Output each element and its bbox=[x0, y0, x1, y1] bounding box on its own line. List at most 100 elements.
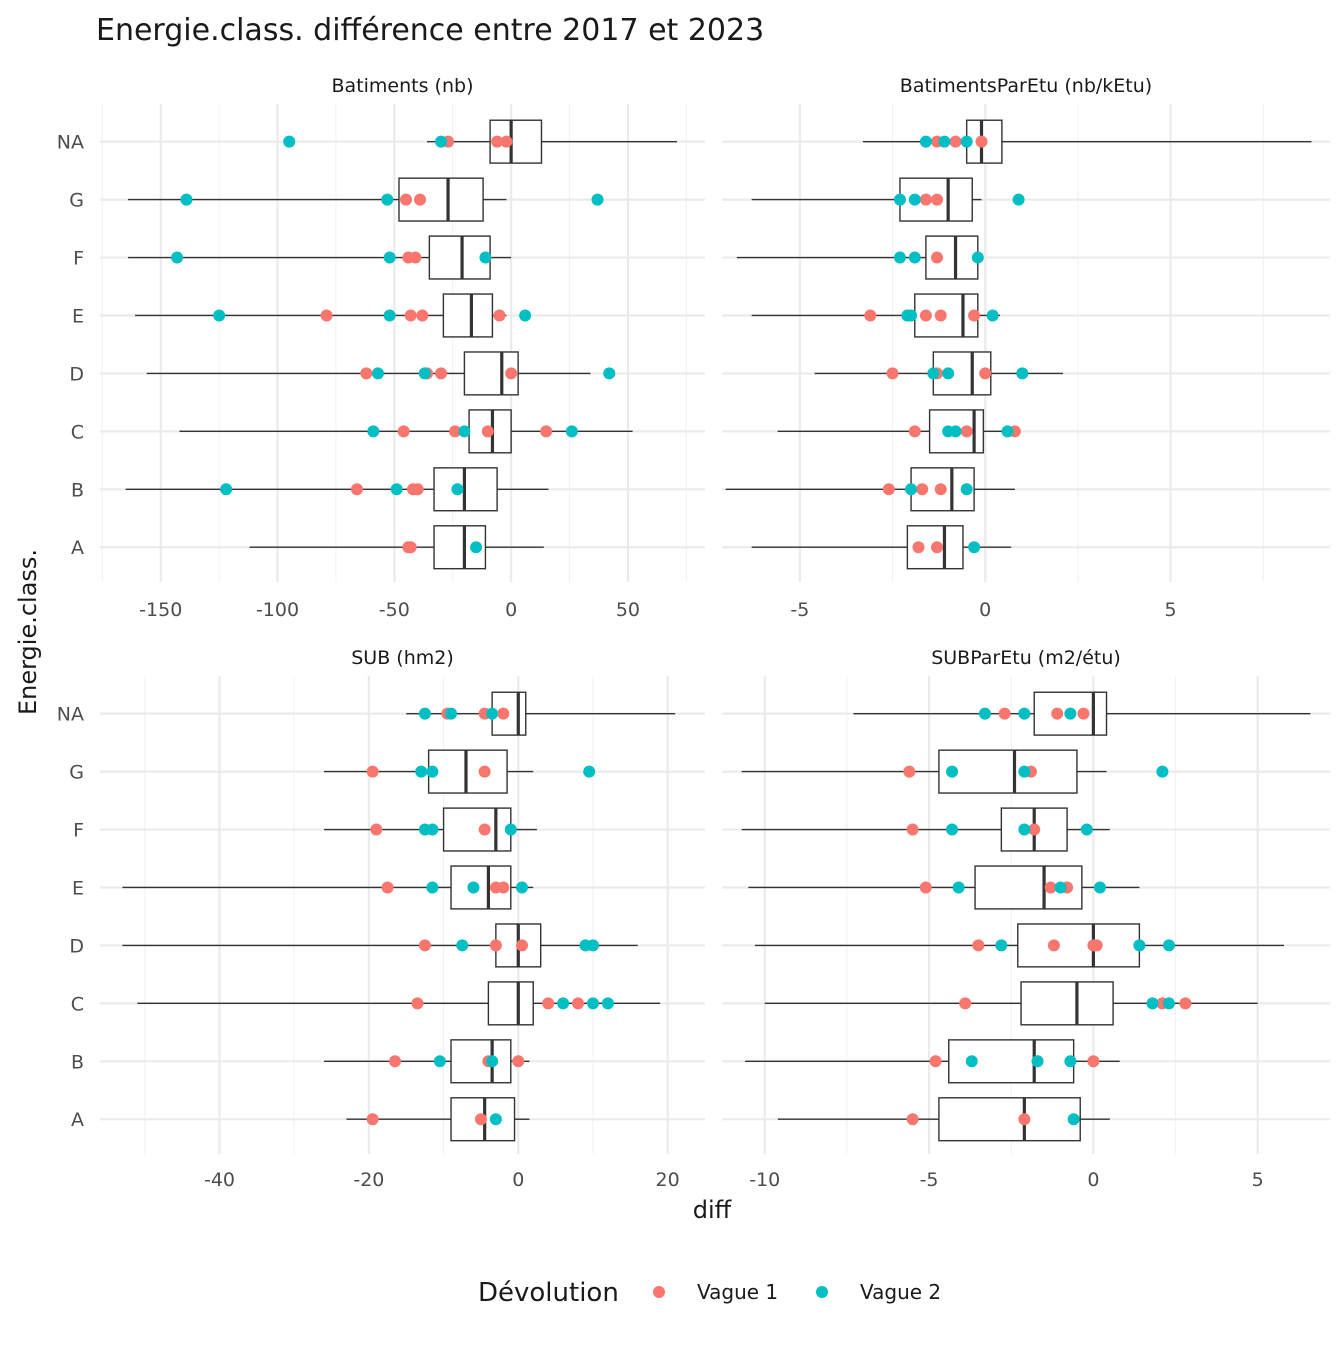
panel-subparetu-m2-tu: SUBParEtu (m2/étu) -10 -5 0 5 bbox=[722, 647, 1330, 1191]
data-point-vague-2 bbox=[486, 707, 499, 720]
legend-key-vague-2 bbox=[816, 1286, 828, 1298]
data-point-vague-2 bbox=[583, 765, 596, 778]
data-point-vague-2 bbox=[458, 425, 471, 438]
panel-batimentsparetu-nb-ketu: BatimentsParEtu (nb/kEtu) -5 0 5 bbox=[722, 75, 1330, 621]
data-point-vague-2 bbox=[489, 1113, 502, 1126]
data-point-vague-2 bbox=[565, 425, 578, 438]
x-tick-label: -5 bbox=[790, 599, 809, 621]
data-point-vague-2 bbox=[433, 1055, 446, 1068]
data-point-vague-1 bbox=[919, 309, 932, 322]
data-point-vague-1 bbox=[882, 483, 895, 496]
data-point-vague-1 bbox=[1090, 939, 1103, 952]
data-point-vague-1 bbox=[491, 135, 504, 148]
x-tick-label: -5 bbox=[920, 1169, 939, 1191]
data-point-vague-2 bbox=[1001, 425, 1014, 438]
data-point-vague-2 bbox=[415, 765, 428, 778]
data-point-vague-2 bbox=[371, 367, 384, 380]
data-point-vague-2 bbox=[467, 881, 480, 894]
data-point-vague-1 bbox=[1179, 997, 1192, 1010]
data-point-vague-2 bbox=[591, 193, 604, 206]
data-point-vague-1 bbox=[979, 367, 992, 380]
data-point-vague-2 bbox=[946, 823, 959, 836]
data-point-vague-2 bbox=[1146, 997, 1159, 1010]
data-point-vague-2 bbox=[927, 367, 940, 380]
data-point-vague-2 bbox=[426, 765, 439, 778]
data-point-vague-2 bbox=[390, 483, 403, 496]
data-point-vague-2 bbox=[938, 135, 951, 148]
box-a bbox=[938, 1097, 1081, 1142]
data-point-vague-2 bbox=[426, 823, 439, 836]
data-point-vague-1 bbox=[916, 483, 929, 496]
data-point-vague-2 bbox=[283, 135, 296, 148]
data-point-vague-1 bbox=[489, 939, 502, 952]
data-point-vague-1 bbox=[381, 881, 394, 894]
data-point-vague-1 bbox=[959, 997, 972, 1010]
data-point-vague-1 bbox=[934, 309, 947, 322]
data-point-vague-1 bbox=[516, 939, 529, 952]
data-point-vague-1 bbox=[400, 193, 413, 206]
data-point-vague-1 bbox=[1028, 823, 1041, 836]
data-point-vague-2 bbox=[908, 193, 921, 206]
box-g bbox=[938, 749, 1078, 794]
data-point-vague-1 bbox=[474, 1113, 487, 1126]
x-tick-label: 0 bbox=[505, 599, 517, 621]
data-point-vague-2 bbox=[965, 1055, 978, 1068]
data-point-vague-2 bbox=[1054, 881, 1067, 894]
data-point-vague-2 bbox=[1031, 1055, 1044, 1068]
data-point-vague-2 bbox=[1093, 881, 1106, 894]
data-point-vague-1 bbox=[542, 997, 555, 1010]
data-point-vague-2 bbox=[919, 135, 932, 148]
data-point-vague-1 bbox=[919, 193, 932, 206]
y-tick-label: A bbox=[71, 1109, 84, 1131]
data-point-vague-1 bbox=[572, 997, 585, 1010]
data-point-vague-1 bbox=[908, 425, 921, 438]
panel-sub-hm2: SUB (hm2) -40 -20 0 20 NA G F E D C B A bbox=[57, 647, 705, 1191]
data-point-vague-1 bbox=[931, 193, 944, 206]
data-point-vague-2 bbox=[367, 425, 380, 438]
facet-strip-label: SUB (hm2) bbox=[351, 647, 454, 669]
y-tick-label: NA bbox=[57, 132, 84, 154]
data-point-vague-2 bbox=[171, 251, 184, 264]
legend-label-vague-1: Vague 1 bbox=[697, 1280, 778, 1304]
data-point-vague-2 bbox=[445, 707, 458, 720]
data-point-vague-1 bbox=[389, 1055, 402, 1068]
data-point-vague-1 bbox=[481, 425, 494, 438]
data-point-vague-2 bbox=[479, 251, 492, 264]
box-f bbox=[442, 807, 512, 852]
data-point-vague-1 bbox=[409, 251, 422, 264]
data-point-vague-1 bbox=[906, 1113, 919, 1126]
data-point-vague-1 bbox=[886, 367, 899, 380]
data-point-vague-2 bbox=[946, 765, 959, 778]
data-point-vague-2 bbox=[451, 483, 464, 496]
data-point-vague-2 bbox=[942, 367, 955, 380]
data-point-vague-2 bbox=[586, 997, 599, 1010]
data-point-vague-2 bbox=[1018, 765, 1031, 778]
data-point-vague-2 bbox=[381, 193, 394, 206]
data-point-vague-1 bbox=[505, 367, 518, 380]
data-point-vague-1 bbox=[370, 823, 383, 836]
data-point-vague-1 bbox=[1077, 707, 1090, 720]
data-point-vague-2 bbox=[486, 1055, 499, 1068]
data-point-vague-1 bbox=[478, 823, 491, 836]
data-point-vague-2 bbox=[601, 997, 614, 1010]
data-point-vague-1 bbox=[418, 939, 431, 952]
data-point-vague-2 bbox=[978, 707, 991, 720]
data-point-vague-2 bbox=[418, 707, 431, 720]
data-point-vague-1 bbox=[960, 425, 973, 438]
data-point-vague-2 bbox=[952, 881, 965, 894]
data-point-vague-2 bbox=[220, 483, 233, 496]
x-tick-label: 0 bbox=[512, 1169, 524, 1191]
data-point-vague-2 bbox=[1162, 939, 1175, 952]
y-tick-label: B bbox=[71, 1051, 84, 1073]
data-point-vague-1 bbox=[512, 1055, 525, 1068]
data-point-vague-1 bbox=[404, 309, 417, 322]
data-point-vague-2 bbox=[456, 939, 469, 952]
data-point-vague-2 bbox=[180, 193, 193, 206]
box-e bbox=[442, 293, 494, 338]
legend-label-vague-2: Vague 2 bbox=[860, 1280, 941, 1304]
data-point-vague-2 bbox=[418, 367, 431, 380]
data-point-vague-2 bbox=[504, 823, 517, 836]
data-point-vague-1 bbox=[416, 309, 429, 322]
